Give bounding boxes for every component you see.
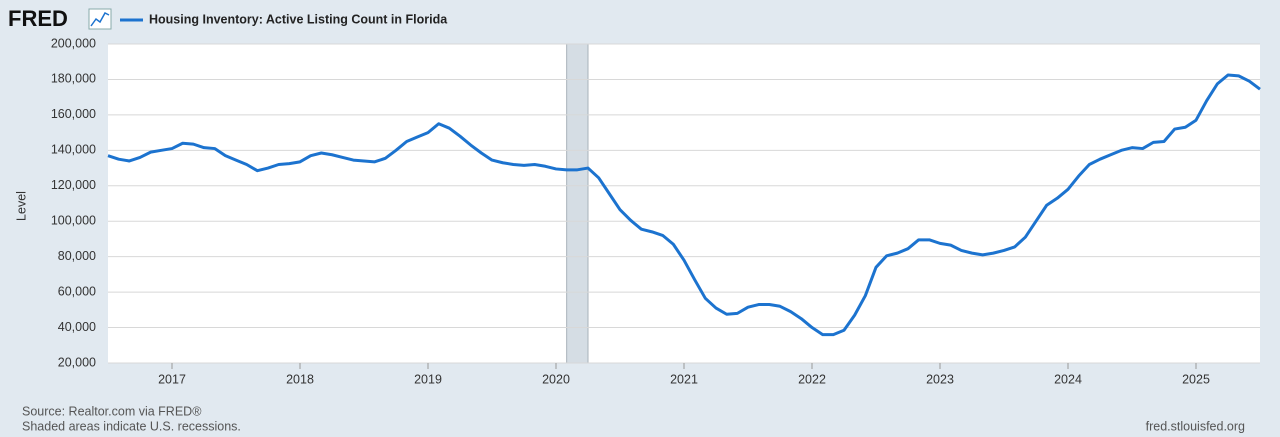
recession-band xyxy=(566,43,589,364)
x-tick-label: 2017 xyxy=(158,372,186,386)
y-tick-label: 20,000 xyxy=(58,355,96,369)
plot-area xyxy=(108,44,1260,363)
y-axis-label: Level xyxy=(14,191,28,221)
x-tick-label: 2024 xyxy=(1054,372,1082,386)
logo-icon xyxy=(88,8,112,30)
y-tick-label: 80,000 xyxy=(58,249,96,263)
series-line xyxy=(107,73,1261,337)
note: Shaded areas indicate U.S. recessions. xyxy=(22,419,241,433)
logo: FRED xyxy=(8,6,68,31)
y-tick-label: 140,000 xyxy=(51,143,96,157)
source: Source: Realtor.com via FRED® xyxy=(22,404,202,418)
x-tick-label: 2023 xyxy=(926,372,954,386)
y-tick-label: 120,000 xyxy=(51,178,96,192)
y-tick-label: 160,000 xyxy=(51,107,96,121)
x-tick-label: 2018 xyxy=(286,372,314,386)
chart-title: Housing Inventory: Active Listing Count … xyxy=(149,12,448,26)
x-tick-label: 2022 xyxy=(798,372,826,386)
y-tick-label: 40,000 xyxy=(58,320,96,334)
x-tick-label: 2019 xyxy=(414,372,442,386)
x-tick-label: 2021 xyxy=(670,372,698,386)
x-tick-label: 2020 xyxy=(542,372,570,386)
site: fred.stlouisfed.org xyxy=(1146,419,1245,433)
y-tick-label: 180,000 xyxy=(51,72,96,86)
x-tick-label: 2025 xyxy=(1182,372,1210,386)
y-tick-label: 200,000 xyxy=(51,36,96,50)
y-tick-label: 60,000 xyxy=(58,284,96,298)
y-tick-label: 100,000 xyxy=(51,214,96,228)
